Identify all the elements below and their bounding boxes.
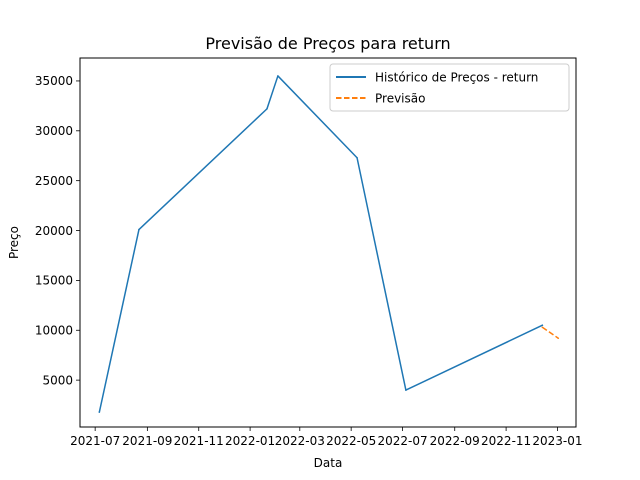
x-tick-label: 2022-01 — [225, 434, 275, 448]
plot-area — [79, 57, 577, 428]
chart-title: Previsão de Preços para return — [205, 34, 450, 53]
series-line-previsao — [541, 326, 559, 339]
x-tick-label: 2021-09 — [122, 434, 172, 448]
y-tick-label: 25000 — [35, 174, 73, 188]
plot-frame — [79, 57, 577, 428]
legend-box — [329, 63, 570, 112]
series-group — [98, 75, 560, 413]
x-tick-label: 2022-05 — [326, 434, 376, 448]
x-axis: 2021-07 2021-09 2021-11 2022-01 2022-03 2022-… — [70, 427, 583, 448]
y-axis-label: Preço — [7, 226, 21, 259]
legend-label-previsao: Previsão — [375, 92, 425, 106]
x-tick-label: 2022-07 — [377, 434, 427, 448]
y-axis: 5000 10000 15000 20000 25000 30000 35000 — [35, 74, 80, 387]
y-tick-label: 20000 — [35, 224, 73, 238]
data-point-historico — [356, 156, 358, 159]
y-tick-label: 35000 — [35, 74, 73, 88]
y-tick-label: 10000 — [35, 324, 73, 338]
data-point-historico — [138, 228, 140, 231]
x-tick-label: 2022-09 — [430, 434, 480, 448]
data-point-historico — [98, 411, 101, 413]
legend: Histórico de Preços - return Previsão — [329, 63, 570, 112]
data-point-previsao — [541, 326, 544, 329]
y-tick-label: 30000 — [35, 124, 73, 138]
data-point-previsao — [557, 337, 560, 339]
y-tick-label: 5000 — [42, 373, 73, 387]
x-axis-label: Data — [314, 456, 343, 470]
x-tick-label: 2022-03 — [275, 434, 325, 448]
x-tick-label: 2021-11 — [174, 434, 224, 448]
y-tick-label: 15000 — [35, 274, 73, 288]
legend-label-historico: Histórico de Preços - return — [375, 71, 538, 85]
x-tick-label: 2023-01 — [532, 434, 582, 448]
x-tick-label: 2021-07 — [70, 434, 120, 448]
data-point-historico — [405, 389, 407, 391]
data-point-historico — [541, 324, 544, 327]
x-tick-label: 2022-11 — [481, 434, 531, 448]
data-point-historico — [266, 108, 268, 110]
data-point-historico — [277, 75, 279, 77]
